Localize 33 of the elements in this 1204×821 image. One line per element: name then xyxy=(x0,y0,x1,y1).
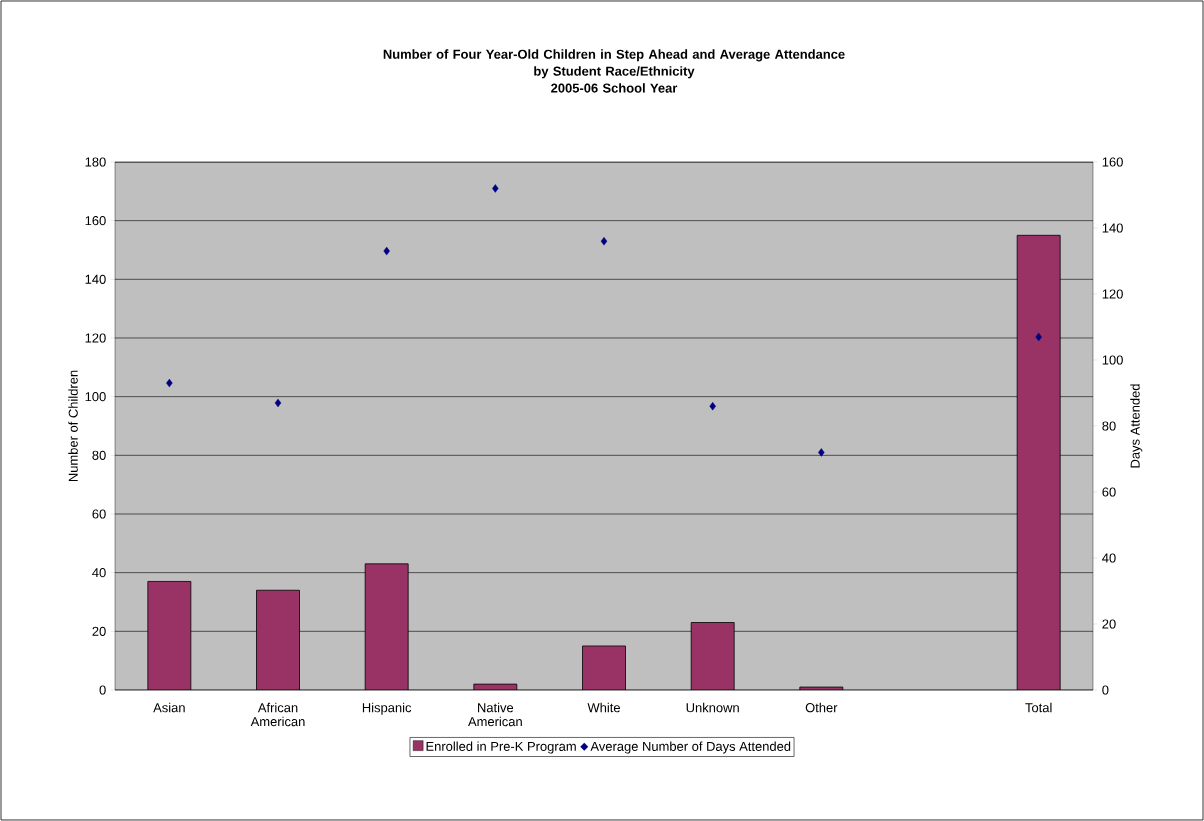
y-tick-label: 80 xyxy=(92,450,106,460)
x-tick-label: White xyxy=(587,702,620,713)
y2-tick-label: 0 xyxy=(1102,685,1109,695)
y2-tick-label: 60 xyxy=(1102,487,1116,497)
y-tick-label: 100 xyxy=(85,392,106,402)
y-tick-label: 40 xyxy=(92,568,106,578)
x-tick-label: Total xyxy=(1025,702,1052,713)
y-tick-label: 160 xyxy=(85,216,106,226)
y-tick-label: 180 xyxy=(85,157,106,167)
y2-tick-label: 40 xyxy=(1102,553,1116,563)
y-tick-label: 0 xyxy=(99,685,106,695)
y-tick-label: 120 xyxy=(85,333,106,343)
y-axis-title: Number of Children xyxy=(68,370,78,482)
x-tick-label: Native American xyxy=(468,702,522,727)
y2-tick-label: 80 xyxy=(1102,421,1116,431)
x-tick-label: Asian xyxy=(153,702,185,713)
legend-label: Average Number of Days Attended xyxy=(590,741,791,754)
y-tick-label: 60 xyxy=(92,509,106,519)
chart-title: Number of Four Year-Old Children in Step Ahead and Average Attendance xyxy=(383,49,845,62)
y2-axis-title: Days Attended xyxy=(1130,384,1143,468)
x-tick-label: Unknown xyxy=(686,702,739,713)
y2-tick-label: 160 xyxy=(1102,157,1123,167)
y-tick-label: 20 xyxy=(92,626,106,636)
y2-tick-label: 20 xyxy=(1102,619,1116,629)
chart-subtitle: by Student Race/Ethnicity 2005-06 School Year xyxy=(534,66,695,93)
y2-tick-label: 120 xyxy=(1102,289,1123,299)
legend-label: Enrolled in Pre-K Program xyxy=(426,741,576,754)
x-tick-label: Hispanic xyxy=(362,702,412,715)
y-tick-label: 140 xyxy=(85,274,106,284)
y2-tick-label: 140 xyxy=(1102,223,1123,233)
x-tick-label: Other xyxy=(805,702,838,713)
y2-tick-label: 100 xyxy=(1102,355,1123,365)
x-tick-label: African American xyxy=(250,702,305,727)
